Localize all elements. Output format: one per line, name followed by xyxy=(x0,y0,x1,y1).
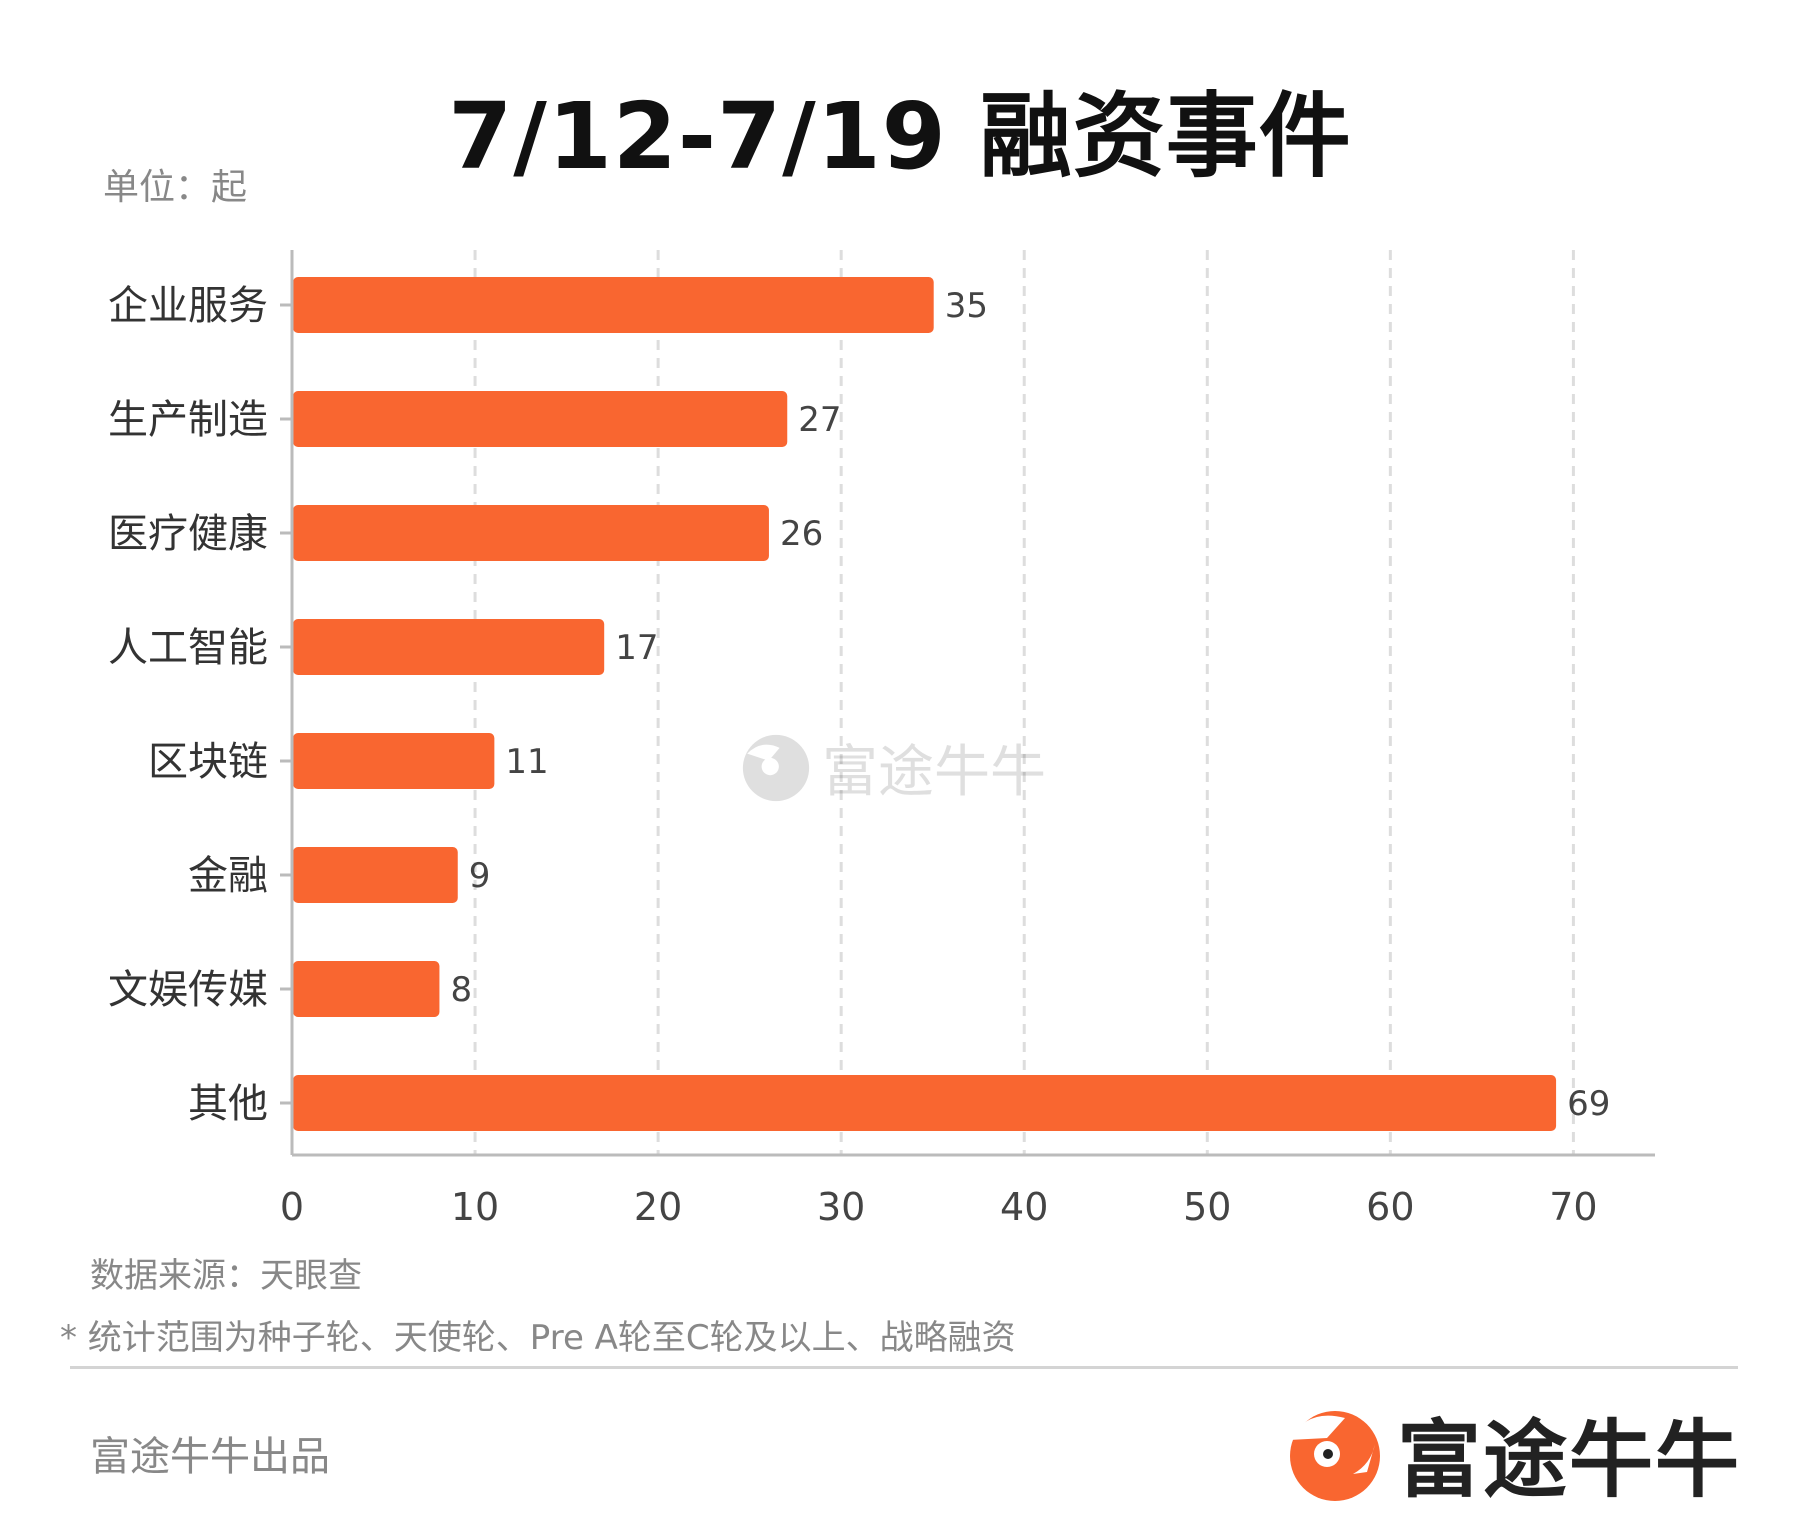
x-tick-label: 60 xyxy=(1366,1185,1414,1229)
bar-chart: 35 27 26 17 11 9 8 69 0 10 20 30 40 50 60 70 企业服务生产制造医疗… xyxy=(108,250,1655,1229)
source-label: 数据来源：天眼查 xyxy=(90,1256,362,1296)
category-label: 企业服务 xyxy=(108,283,268,329)
bar-layer: 35 27 26 17 11 9 8 69 xyxy=(293,277,1610,1131)
category-label: 其他 xyxy=(188,1081,268,1127)
bar xyxy=(293,847,458,903)
value-label: 8 xyxy=(450,970,472,1010)
brand-logo: 富途牛牛 xyxy=(1283,1393,1741,1514)
x-tick-label: 30 xyxy=(817,1185,865,1229)
grid-layer xyxy=(473,250,1575,1155)
bar xyxy=(293,733,495,789)
category-label: 金融 xyxy=(188,853,268,899)
axis-layer: 0 10 20 30 40 50 60 70 企业服务生产制造医疗健康人工智能区块链金融文娱传媒… xyxy=(108,250,1655,1229)
value-label: 27 xyxy=(798,400,841,440)
category-label: 生产制造 xyxy=(108,397,268,443)
value-label: 11 xyxy=(505,742,548,782)
chart-title: 7/12-7/19 融资事件 xyxy=(448,83,1352,190)
value-label: 9 xyxy=(469,856,491,896)
x-tick-label: 50 xyxy=(1183,1185,1231,1229)
x-tick-label: 70 xyxy=(1549,1185,1597,1229)
bar xyxy=(293,391,788,447)
unit-label: 单位：起 xyxy=(103,167,248,208)
futu-logo-icon xyxy=(1289,1410,1380,1501)
bar xyxy=(293,1075,1557,1131)
x-tick-label: 20 xyxy=(634,1185,682,1229)
value-label: 69 xyxy=(1567,1084,1610,1124)
divider xyxy=(70,1366,1738,1369)
x-tick-label: 0 xyxy=(280,1185,304,1229)
value-label: 17 xyxy=(615,628,658,668)
category-label: 人工智能 xyxy=(108,625,268,671)
brand-name: 富途牛牛 xyxy=(1397,1411,1742,1509)
category-label: 医疗健康 xyxy=(108,511,268,557)
x-tick-label: 40 xyxy=(1000,1185,1048,1229)
value-label: 26 xyxy=(780,514,823,554)
value-label: 35 xyxy=(945,286,988,326)
logo-icon xyxy=(742,734,810,801)
x-tick-label: 10 xyxy=(451,1185,499,1229)
bar xyxy=(293,619,605,675)
bar xyxy=(293,277,934,333)
bar xyxy=(293,505,769,561)
bar xyxy=(293,961,440,1017)
watermark-text: 富途牛牛 xyxy=(822,740,1046,805)
footer-text: 富途牛牛出品 xyxy=(90,1434,330,1480)
category-label: 区块链 xyxy=(148,739,268,785)
watermark: 富途牛牛 xyxy=(740,727,1046,808)
category-label: 文娱传媒 xyxy=(108,967,268,1013)
note-label: * 统计范围为种子轮、天使轮、Pre A轮至C轮及以上、战略融资 xyxy=(60,1318,1016,1358)
